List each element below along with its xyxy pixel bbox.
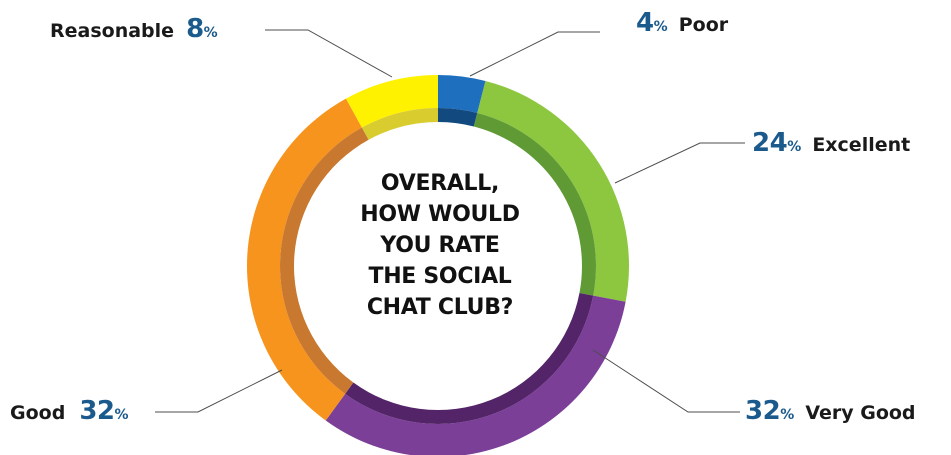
data-label-value: 24: [752, 128, 788, 158]
title-line: HOW WOULD: [360, 202, 520, 227]
slice-label-excellent: 24% Excellent: [752, 128, 910, 158]
slice-poor: [438, 75, 486, 113]
percent-symbol: %: [114, 407, 129, 423]
slice-label-good: Good 32%: [10, 396, 129, 426]
title-line: CHAT CLUB?: [366, 295, 514, 320]
title-line: THE SOCIAL: [368, 264, 512, 289]
slice-reasonable: [345, 75, 438, 128]
slice-good: [247, 98, 362, 421]
percent-symbol: %: [780, 407, 795, 423]
slice-excellent: [477, 81, 629, 302]
data-label-value: 32: [745, 396, 781, 426]
category-label: Very Good: [805, 402, 916, 424]
leader-line: [592, 349, 740, 413]
slice-inner-band-reasonable: [361, 108, 438, 140]
title-line: YOU RATE: [380, 233, 500, 258]
data-label-value: 4: [636, 8, 654, 38]
category-label: Excellent: [812, 134, 911, 156]
chart-title: OVERALL, HOW WOULD YOU RATE THE SOCIAL C…: [330, 168, 550, 323]
leader-line: [614, 142, 745, 184]
percent-symbol: %: [653, 19, 668, 35]
slice-very-good: [325, 295, 626, 455]
slice-label-reasonable: Reasonable 8%: [50, 14, 218, 44]
category-label: Reasonable: [50, 20, 175, 42]
data-label-value: 32: [79, 396, 115, 426]
slice-inner-band-good: [280, 127, 369, 394]
slice-inner-band-poor: [438, 108, 478, 127]
leader-line: [155, 369, 283, 413]
title-line: OVERALL,: [380, 171, 500, 196]
category-label: Good: [10, 402, 66, 424]
slice-label-very-good: 32% Very Good: [745, 396, 916, 426]
percent-symbol: %: [787, 139, 802, 155]
leader-line: [469, 31, 600, 77]
percent-symbol: %: [203, 25, 218, 41]
data-label-value: 8: [186, 14, 204, 44]
slice-label-poor: 4% Poor: [636, 8, 728, 38]
slice-inner-band-very-good: [345, 292, 594, 425]
slice-inner-band-excellent: [473, 112, 596, 296]
category-label: Poor: [678, 14, 729, 36]
leader-line: [265, 29, 393, 78]
